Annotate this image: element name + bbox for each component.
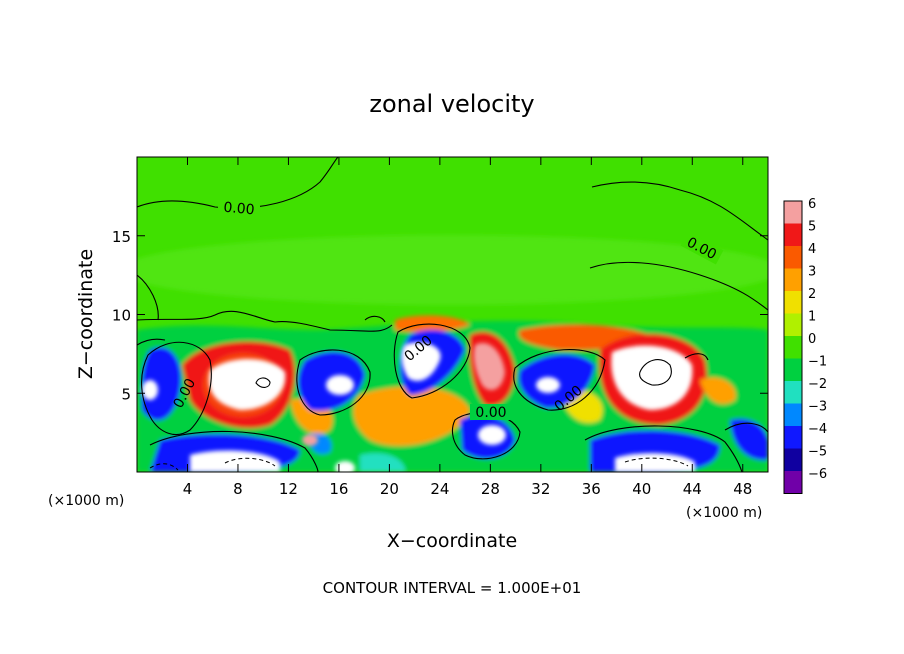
colorbar-tick-label: −1 <box>808 355 827 370</box>
heatmap-plot: 0.00 0.00 0.00 0.00 0.00 0.00 <box>137 157 768 472</box>
colorbar-tick-label: 1 <box>808 310 816 325</box>
chart-title: zonal velocity <box>369 90 534 118</box>
contour-interval-note: CONTOUR INTERVAL = 1.000E+01 <box>323 579 582 597</box>
contour-label: 0.00 <box>223 200 255 219</box>
colorbar-tick-label: 6 <box>808 197 816 212</box>
x-tick-label: 12 <box>279 480 298 498</box>
colorbar-tick-label: −3 <box>808 400 827 415</box>
x-tick-label: 32 <box>531 480 550 498</box>
x-tick-label: 28 <box>481 480 500 498</box>
colorbar-swatch <box>784 223 802 246</box>
contour-label: 0.00 <box>475 405 506 421</box>
colorbar-swatch <box>784 448 802 471</box>
x-tick-label: 24 <box>430 480 449 498</box>
colorbar-swatch <box>784 403 802 426</box>
colorbar-swatch <box>784 268 802 291</box>
colorbar-tick-label: 5 <box>808 220 816 235</box>
colorbar-tick-label: 3 <box>808 265 816 280</box>
colorbar-tick-label: 2 <box>808 287 816 302</box>
colorbar-tick-label: −4 <box>808 422 827 437</box>
y-tick-label: 10 <box>112 307 131 325</box>
x-tick-label: 16 <box>329 480 348 498</box>
x-tick-label: 20 <box>380 480 399 498</box>
x-tick-label: 8 <box>233 480 243 498</box>
colorbar-swatch <box>784 471 802 494</box>
x-unit-left: (×1000 m) <box>48 493 124 509</box>
colorbar-tick-label: 4 <box>808 242 816 257</box>
colorbar-swatch <box>784 291 802 314</box>
colorbar: 6 5 4 3 2 1 0 −1 −2 −3 −4 −5 −6 <box>783 197 827 494</box>
colorbar-tick-label: −5 <box>808 445 827 460</box>
colorbar-tick-label: −2 <box>808 377 827 392</box>
colorbar-swatch <box>784 358 802 381</box>
x-tick-label: 4 <box>183 480 193 498</box>
y-tick-label: 5 <box>121 385 131 403</box>
x-tick-label: 36 <box>582 480 601 498</box>
colorbar-swatch <box>784 313 802 336</box>
colorbar-swatch <box>784 381 802 404</box>
colorbar-swatch <box>784 201 802 224</box>
x-tick-label: 48 <box>733 480 752 498</box>
colorbar-tick-label: −6 <box>808 467 827 482</box>
x-axis-label: X−coordinate <box>387 530 517 552</box>
x-tick-label: 40 <box>632 480 651 498</box>
x-axis: 4 8 12 16 20 24 28 32 36 40 44 48 <box>183 157 752 498</box>
colorbar-swatch <box>784 246 802 269</box>
colorbar-tick-label: 0 <box>808 332 816 347</box>
colorbar-swatch <box>784 426 802 449</box>
colorbar-swatch <box>784 336 802 359</box>
y-axis-label: Z−coordinate <box>75 249 97 379</box>
x-tick-label: 44 <box>683 480 702 498</box>
x-unit-right: (×1000 m) <box>686 505 762 521</box>
colorbar-frame <box>783 200 803 494</box>
y-axis: 5 10 15 <box>112 228 768 403</box>
y-tick-label: 15 <box>112 228 131 246</box>
